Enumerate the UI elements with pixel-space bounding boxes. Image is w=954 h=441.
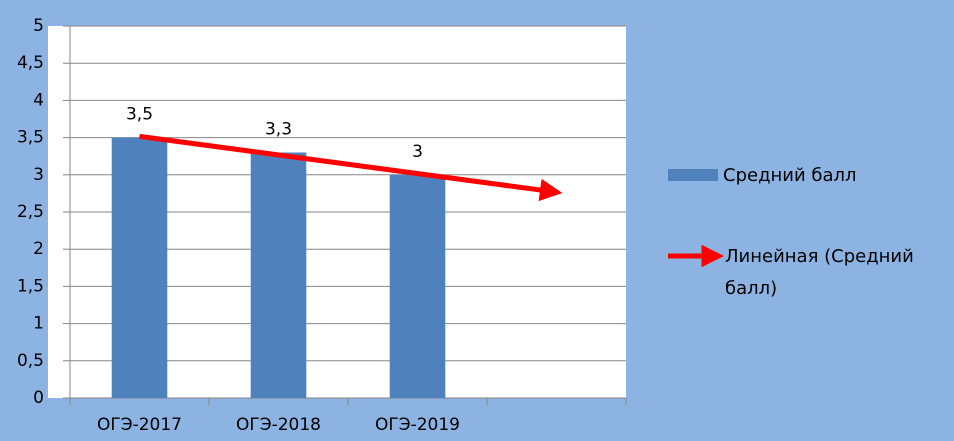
x-tick-label: ОГЭ-2019 — [375, 415, 460, 435]
bar — [250, 152, 307, 398]
trendline — [139, 133, 563, 202]
data-label: 3,3 — [265, 119, 292, 139]
y-tick-label: 4,5 — [17, 53, 44, 73]
y-tick-label: 0 — [33, 388, 44, 408]
legend-swatch — [668, 169, 718, 181]
data-label: 3 — [412, 142, 423, 162]
legend-label: Средний балл — [723, 165, 857, 186]
bar — [111, 137, 168, 398]
data-label: 3,5 — [126, 105, 153, 125]
y-tick-label: 1,5 — [17, 276, 44, 296]
y-tick-label: 4 — [33, 90, 44, 110]
y-tick-label: 3 — [33, 165, 44, 185]
y-tick-label: 3,5 — [17, 128, 44, 148]
y-tick-label: 2 — [33, 239, 44, 259]
y-tick-label: 5 — [33, 16, 44, 36]
y-tick-label: 1 — [33, 314, 44, 334]
y-tick-label: 0,5 — [17, 351, 44, 371]
x-tick-label: ОГЭ-2017 — [97, 415, 182, 435]
x-tick-label: ОГЭ-2018 — [236, 415, 321, 435]
bar — [389, 174, 446, 398]
y-tick-label: 2,5 — [17, 202, 44, 222]
legend-label: Линейная (Средний балл) — [725, 246, 914, 299]
